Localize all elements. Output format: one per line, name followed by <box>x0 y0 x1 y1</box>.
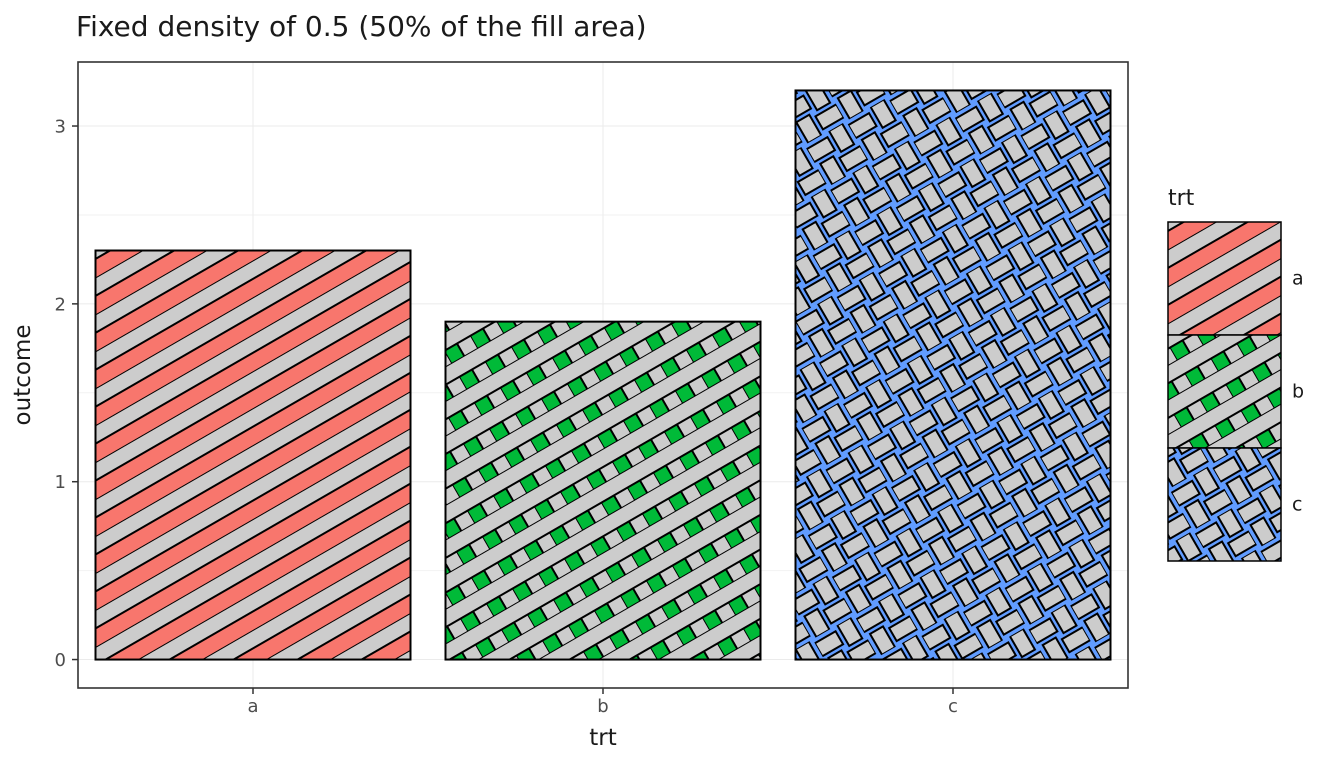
chart-title: Fixed density of 0.5 (50% of the fill ar… <box>76 10 647 43</box>
bars-layer <box>94 89 1112 661</box>
y-tick-label: 3 <box>55 117 66 138</box>
y-tick-label: 1 <box>55 472 66 493</box>
legend-key-b <box>1167 334 1282 449</box>
legend-label-c: c <box>1292 494 1302 516</box>
y-axis-title: outcome <box>10 325 36 426</box>
legend-key-a <box>1167 221 1282 336</box>
axes-layer: 0 1 2 3 a b c trt outcome <box>10 61 1129 751</box>
x-tick-label: c <box>948 696 958 717</box>
legend-layer: trt a b c <box>1167 186 1304 562</box>
bar-b <box>444 320 762 661</box>
x-tick-label: a <box>247 696 258 717</box>
legend-title: trt <box>1168 186 1195 211</box>
legend-label-b: b <box>1292 381 1304 403</box>
bar-a <box>94 249 412 661</box>
panel-border <box>77 61 1129 689</box>
legend-key-c <box>1167 447 1282 562</box>
x-tick-label: b <box>597 696 608 717</box>
y-tick-label: 2 <box>55 294 66 315</box>
legend-label-a: a <box>1292 268 1304 290</box>
y-tick-label: 0 <box>55 650 66 671</box>
x-axis-title: trt <box>589 725 617 751</box>
bar-c <box>794 89 1112 661</box>
